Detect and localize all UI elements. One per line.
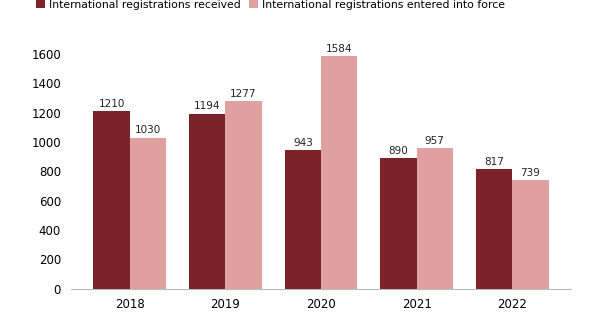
Bar	[284, 150, 321, 289]
Bar	[416, 148, 453, 289]
Text: 1210: 1210	[98, 99, 125, 109]
Text: 817: 817	[484, 157, 504, 167]
Text: 1584: 1584	[326, 44, 352, 54]
Bar	[380, 158, 416, 289]
Text: 890: 890	[389, 146, 408, 156]
Text: 1194: 1194	[194, 101, 220, 112]
Text: 957: 957	[425, 136, 445, 146]
Text: 943: 943	[293, 138, 313, 148]
Bar	[130, 138, 166, 289]
Text: 1030: 1030	[135, 125, 161, 135]
Bar	[512, 180, 548, 289]
Legend: International registrations received, International registrations entered into f: International registrations received, In…	[36, 0, 505, 10]
Bar	[321, 56, 358, 289]
Text: 1277: 1277	[230, 89, 257, 99]
Bar	[476, 169, 512, 289]
Bar	[226, 101, 262, 289]
Bar	[94, 111, 130, 289]
Bar	[189, 113, 226, 289]
Text: 739: 739	[521, 168, 540, 178]
